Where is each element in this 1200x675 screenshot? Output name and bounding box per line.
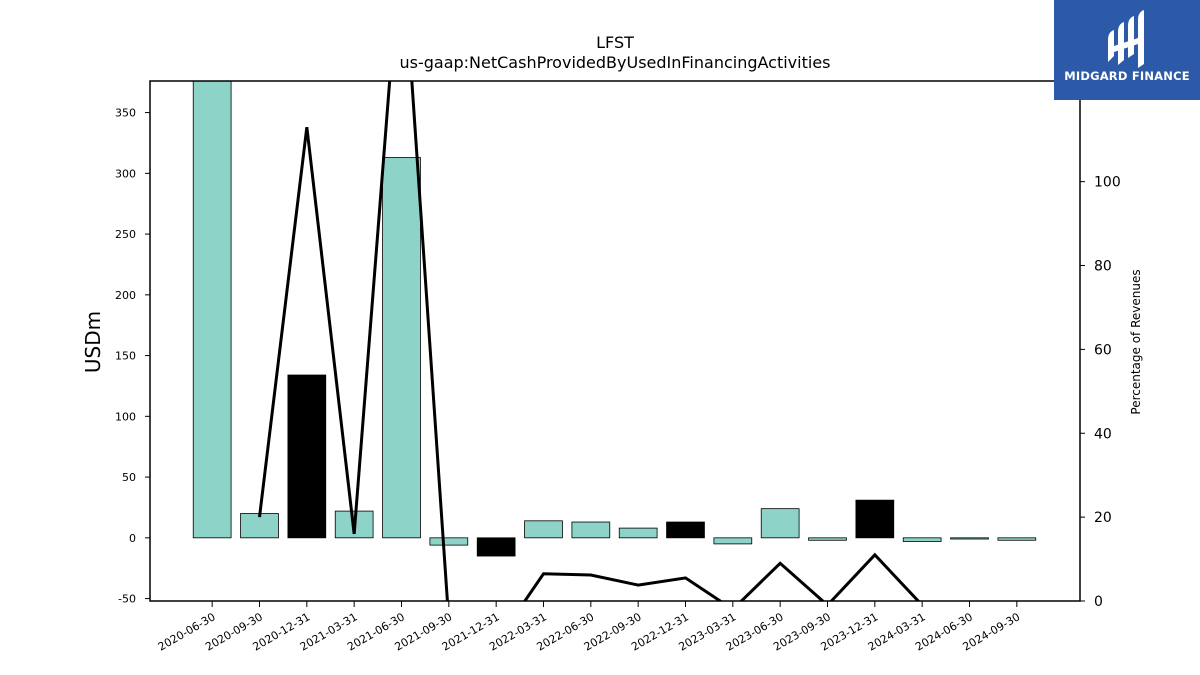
- y-tick-label: 250: [115, 228, 136, 241]
- y-tick-label: 150: [115, 350, 136, 363]
- bar-2023-03-31: [713, 537, 753, 545]
- y2-tick-label: 40: [1094, 426, 1112, 442]
- bar-2024-06-30: [950, 537, 989, 540]
- bar-2022-12-31: [666, 521, 705, 539]
- y-tick-label: 0: [129, 532, 136, 545]
- bar-2023-09-30: [808, 537, 847, 541]
- chart-title: LFST: [596, 33, 634, 52]
- y2-tick-label: 60: [1094, 342, 1112, 358]
- logo-text: MIDGARD FINANCE: [1064, 69, 1190, 83]
- y-tick-label: -50: [118, 593, 136, 606]
- y-tick-label: 300: [115, 167, 136, 180]
- midgard-finance-logo: MIDGARD FINANCE: [1054, 0, 1200, 100]
- bar-2024-09-30: [997, 537, 1037, 541]
- y2-tick-label: 20: [1094, 510, 1112, 526]
- bar-2023-06-30: [760, 508, 800, 539]
- bar-2023-12-31: [855, 499, 895, 539]
- y2-tick-label: 100: [1094, 175, 1121, 191]
- chart-subtitle: us-gaap:NetCashProvidedByUsedInFinancing…: [399, 53, 830, 72]
- bar-2020-12-31: [287, 374, 327, 539]
- bar-2024-03-31: [902, 537, 942, 542]
- bar-2021-12-31: [476, 537, 516, 557]
- bar-2020-06-30: [192, 81, 232, 539]
- bar-2021-06-30: [382, 157, 421, 539]
- y-tick-label: 350: [115, 107, 136, 120]
- bar-2021-09-30: [429, 537, 469, 546]
- y-tick-label: 200: [115, 289, 136, 302]
- y-tick-label: 100: [115, 410, 136, 423]
- bar-2022-09-30: [618, 527, 658, 539]
- bar-2022-06-30: [571, 521, 611, 539]
- y2-tick-label: 80: [1094, 259, 1112, 275]
- bar-2020-09-30: [240, 513, 279, 539]
- logo-mark-icon: [1108, 10, 1144, 68]
- y-tick-label: 50: [122, 471, 136, 484]
- y2-axis-label: Percentage of Revenues: [1129, 269, 1143, 414]
- plot-frame: [149, 80, 1081, 602]
- bar-2022-03-31: [524, 520, 563, 539]
- y2-tick-label: 0: [1094, 594, 1103, 610]
- revenue-percentage-line: [258, 81, 921, 601]
- y-axis-label: USDm: [81, 311, 105, 373]
